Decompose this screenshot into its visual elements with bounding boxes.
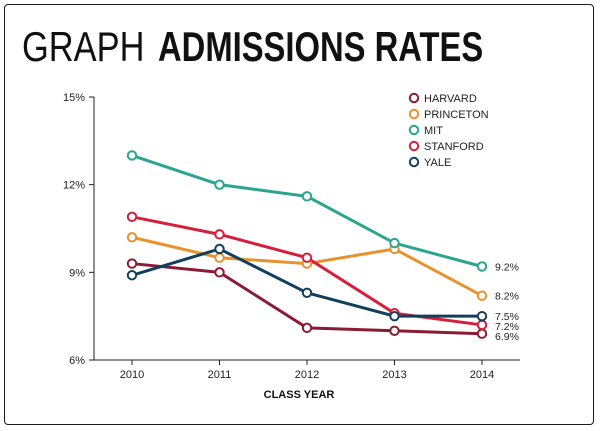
legend-label-yale: YALE <box>424 157 451 169</box>
legend-marker-princeton <box>408 108 420 120</box>
data-point-yale <box>389 310 400 322</box>
data-point-yale <box>301 287 313 298</box>
page-title: GRAPH ADMISSIONS RATES <box>22 22 575 72</box>
data-point-harvard <box>476 328 488 339</box>
data-point-mit <box>214 179 225 190</box>
data-point-yale <box>214 243 225 255</box>
data-point-stanford <box>301 252 313 263</box>
end-label-princeton: 8.2% <box>495 291 519 303</box>
legend-marker-harvard <box>408 92 420 104</box>
legend-label-stanford: STANFORD <box>424 141 484 153</box>
data-point-princeton <box>476 290 488 301</box>
x-tick-label: 2012 <box>295 369 319 381</box>
legend-marker-yale <box>408 156 420 168</box>
data-point-harvard <box>389 325 400 336</box>
data-point-stanford <box>126 211 138 223</box>
title-light: GRAPH <box>22 23 145 70</box>
y-tick-label: 9% <box>69 267 85 279</box>
data-point-mit <box>126 150 138 161</box>
legend-label-princeton: PRINCETON <box>424 109 489 121</box>
legend-label-harvard: HARVARD <box>424 93 477 105</box>
data-point-harvard <box>214 267 225 278</box>
x-tick-label: 2010 <box>120 369 144 381</box>
end-label-harvard: 6.9% <box>495 331 519 343</box>
x-axis-label: CLASS YEAR <box>264 389 335 401</box>
data-point-mit <box>389 237 400 249</box>
legend-label-mit: MIT <box>424 125 443 137</box>
end-label-yale: 7.5% <box>495 311 519 323</box>
data-point-princeton <box>214 252 225 263</box>
y-tick-label: 12% <box>63 180 85 192</box>
data-point-mit <box>301 191 313 202</box>
legend-marker-stanford <box>408 140 420 152</box>
title-bold: ADMISSIONS RATES <box>157 23 484 70</box>
data-point-mit <box>476 261 488 272</box>
x-tick-label: 2014 <box>470 369 494 381</box>
data-point-harvard <box>301 322 313 334</box>
data-point-harvard <box>126 258 138 269</box>
end-label-stanford: 7.2% <box>495 321 519 333</box>
data-point-stanford <box>214 229 225 240</box>
chart-frame <box>4 4 594 425</box>
series-line-stanford <box>131 215 483 327</box>
y-tick-label: 15% <box>63 92 85 104</box>
data-point-yale <box>476 310 488 322</box>
x-tick-label: 2013 <box>382 369 406 381</box>
data-point-princeton <box>126 232 138 243</box>
end-label-mit: 9.2% <box>495 261 519 273</box>
y-tick-label: 6% <box>69 355 85 367</box>
data-point-yale <box>126 270 138 281</box>
x-tick-label: 2011 <box>208 369 232 381</box>
data-point-stanford <box>476 319 488 331</box>
legend-marker-mit <box>408 124 420 136</box>
